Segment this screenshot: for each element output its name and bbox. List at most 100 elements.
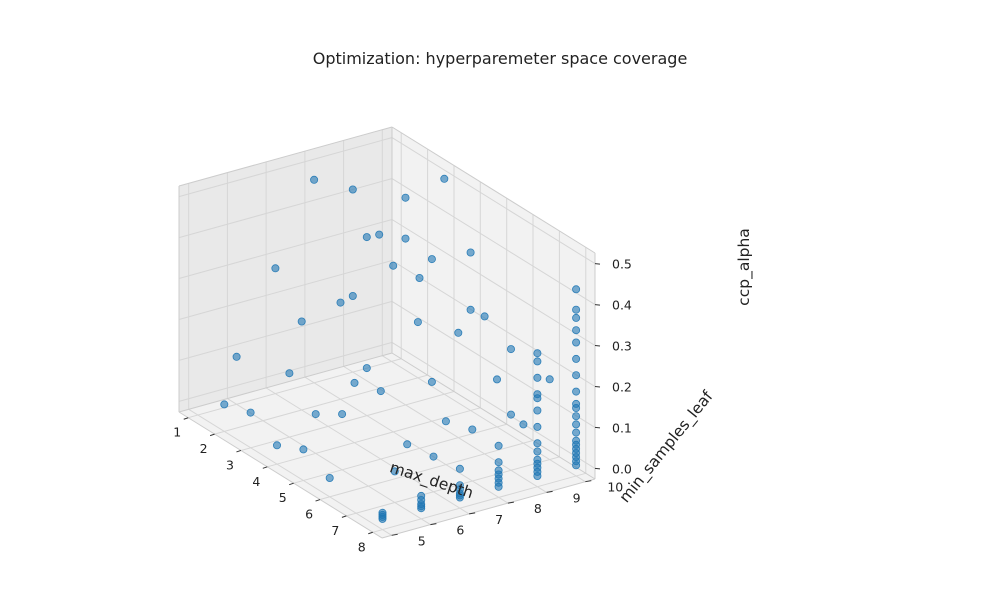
data-point [533,373,542,382]
data-point [494,466,503,475]
data-point [454,328,463,337]
data-point [455,464,464,473]
chart-title: Optimization: hyperparemeter space cover… [312,49,688,68]
data-point [572,354,581,363]
data-point [415,273,424,282]
data-point [572,412,581,421]
data-point [506,345,515,354]
z-tick [594,345,601,347]
data-point [362,364,371,373]
data-point [389,261,398,270]
data-point [572,428,581,437]
data-point [325,473,334,482]
x-tick [209,433,215,437]
floor-pane [179,353,595,538]
data-point [572,371,581,380]
data-point [533,390,542,399]
data-point [466,248,475,257]
data-point [572,313,581,322]
data-point [413,318,422,327]
y-axis-label: min_samples_leaf [616,387,718,507]
x-tick-label: 8 [358,539,366,554]
data-point [375,230,384,239]
data-point [348,291,357,300]
pane-edge [391,352,596,480]
data-point [429,452,438,461]
x-tick-label: 1 [173,425,181,440]
data-point [310,175,319,184]
z-tick-label: 0.1 [612,420,632,435]
left-pane [179,127,392,412]
y-tick [585,480,592,483]
data-point [572,444,581,453]
data-point [338,410,347,419]
data-point [427,377,436,386]
x-tick-label: 2 [200,441,208,456]
x-tick [183,417,189,420]
x-tick-label: 6 [305,507,313,522]
z-tick-label: 0.5 [612,257,632,272]
x-tick [262,466,268,469]
data-point [311,410,320,419]
data-point [401,193,410,202]
data-point [299,445,308,454]
data-point [480,312,489,321]
data-point [572,305,581,314]
data-point [427,255,436,264]
back-pane [392,127,595,479]
data-point [533,439,542,448]
data-point [440,174,449,183]
data-point [533,447,542,456]
data-point [572,285,581,294]
data-point [494,474,503,483]
data-point [362,233,371,242]
data-point [220,400,229,409]
x-tick [341,515,347,518]
y-tick-label: 9 [573,490,581,505]
data-point [401,234,410,243]
data-point [272,441,281,450]
axis-panes [179,127,595,538]
z-tick [594,467,601,470]
x-tick-label: 7 [331,523,339,538]
data-point [572,403,581,412]
data-point [533,455,542,464]
y-tick [546,490,553,493]
z-tick [594,385,601,388]
data-point [506,410,515,419]
data-point [572,326,581,335]
x-tick [289,482,294,486]
y-tick [391,533,398,536]
data-point [492,375,501,384]
z-tick-label: 0.3 [612,339,632,354]
data-point [466,305,475,314]
data-point [519,420,528,429]
z-axis-label: ccp_alpha [735,228,754,306]
y-tick-label: 5 [418,533,426,548]
x-tick-label: 3 [226,457,234,472]
data-point [417,495,426,504]
axis-lines [178,126,596,539]
z-tick-label: 0.2 [612,379,632,394]
data-point [350,378,359,387]
y-tick [507,501,514,504]
axis-ticks: 1 2 3 4 5 6 7 8 5 6 7 8 9 10 0.0 0.1 0.2 0.3 0.4 0.5 [173,257,632,555]
data-point [455,481,464,490]
data-point [572,420,581,429]
y-tick-label: 6 [456,523,464,538]
data-point [285,369,294,378]
z-tick-label: 0.0 [612,461,632,476]
data-point [545,375,554,384]
y-tick [469,512,476,515]
data-point [348,185,357,194]
x-tick [368,531,373,535]
data-point [376,387,385,396]
pane-edge [381,478,596,539]
data-point [246,408,255,417]
data-point [494,441,503,450]
z-tick-label: 0.4 [612,298,632,313]
data-point [232,352,241,361]
y-tick-label: 7 [495,512,503,527]
data-point [533,406,542,415]
